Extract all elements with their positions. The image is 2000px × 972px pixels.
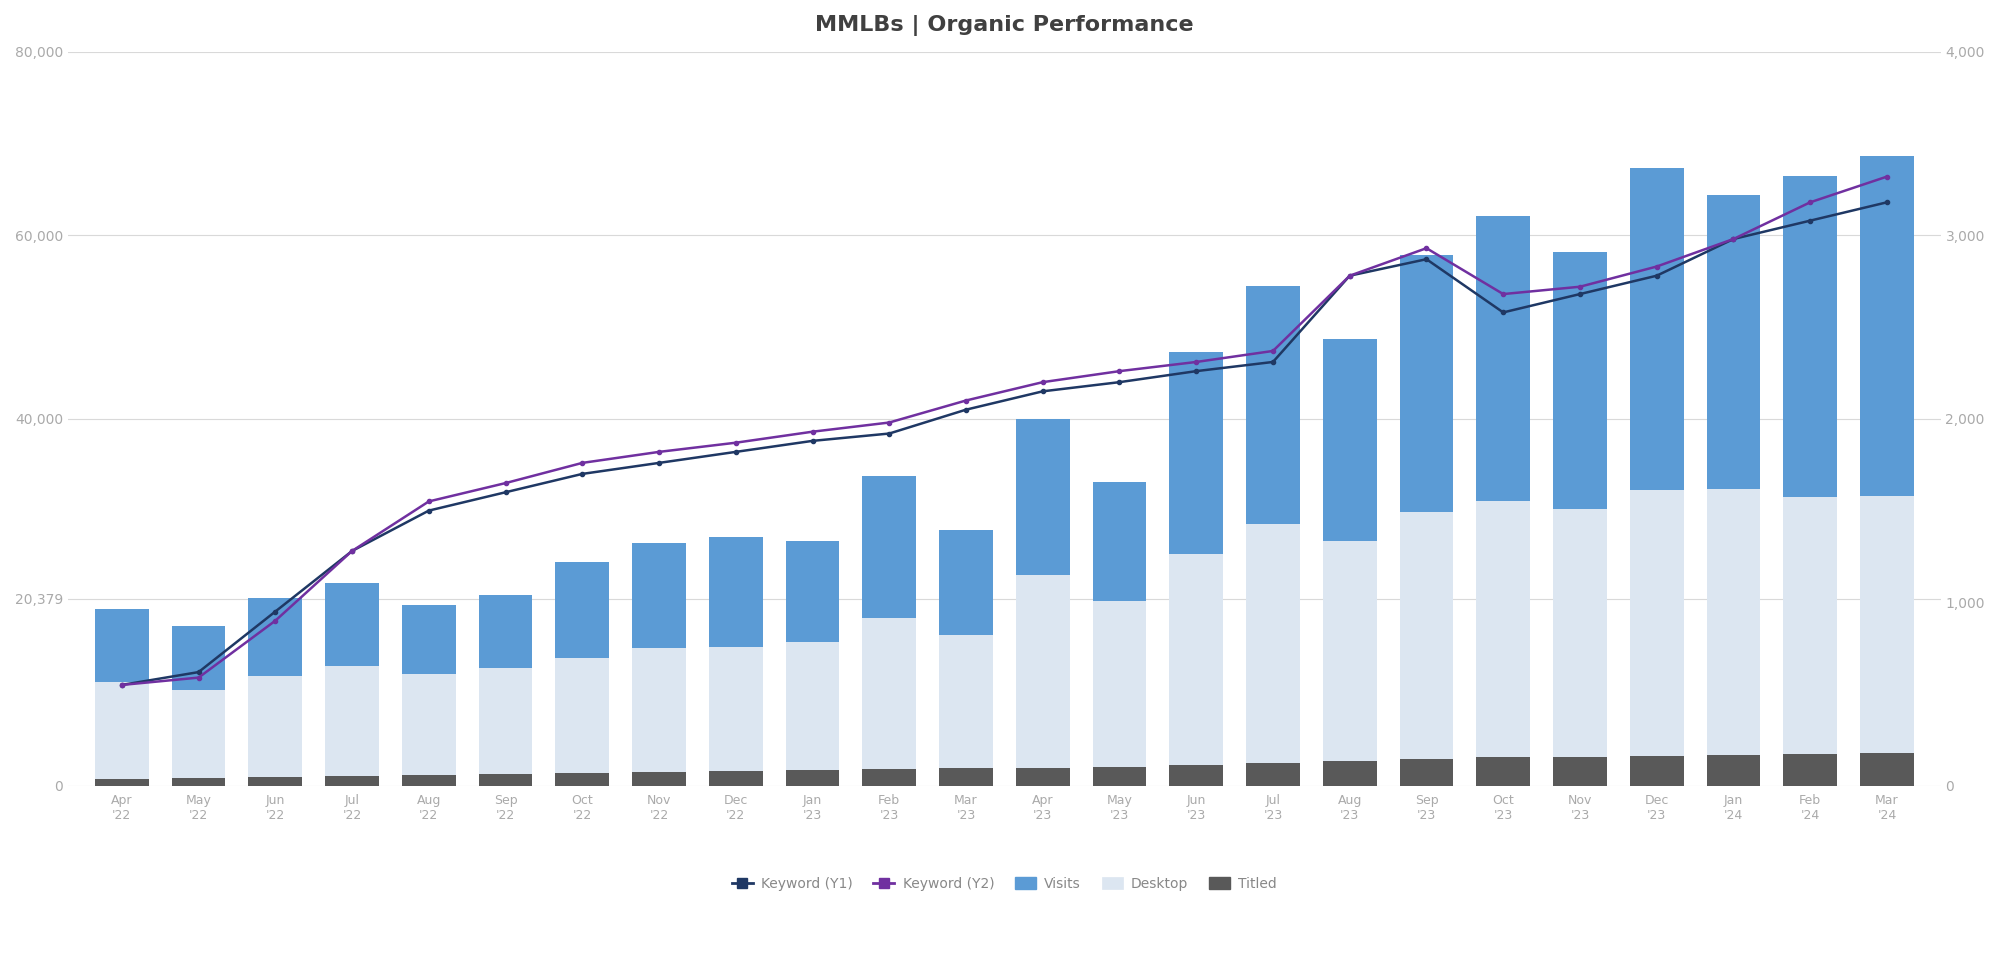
Bar <box>786 540 840 642</box>
Bar <box>1400 759 1454 786</box>
Title: MMLBs | Organic Performance: MMLBs | Organic Performance <box>816 15 1194 36</box>
Bar <box>1400 511 1454 759</box>
Bar <box>326 776 378 786</box>
Bar <box>1554 508 1606 756</box>
Bar <box>1170 352 1224 554</box>
Bar <box>1706 754 1760 786</box>
Bar <box>862 475 916 618</box>
Bar <box>632 648 686 772</box>
Bar <box>1706 489 1760 754</box>
Bar <box>1092 767 1146 786</box>
Bar <box>1016 419 1070 574</box>
Bar <box>1092 482 1146 602</box>
Bar <box>478 774 532 786</box>
Bar <box>862 770 916 786</box>
Legend: Keyword (Y1), Keyword (Y2), Visits, Desktop, Titled: Keyword (Y1), Keyword (Y2), Visits, Desk… <box>726 871 1282 896</box>
Bar <box>478 669 532 774</box>
Bar <box>1784 753 1838 786</box>
Bar <box>1246 524 1300 763</box>
Bar <box>326 666 378 776</box>
Bar <box>1630 490 1684 755</box>
Bar <box>1860 753 1914 786</box>
Bar <box>248 777 302 786</box>
Bar <box>1322 339 1376 540</box>
Bar <box>1784 497 1838 753</box>
Bar <box>1016 574 1070 768</box>
Bar <box>172 778 226 786</box>
Bar <box>1554 252 1606 508</box>
Bar <box>172 626 226 690</box>
Bar <box>172 690 226 778</box>
Bar <box>940 769 992 786</box>
Bar <box>402 775 456 786</box>
Bar <box>326 583 378 666</box>
Bar <box>1016 768 1070 786</box>
Bar <box>786 642 840 770</box>
Bar <box>1860 496 1914 753</box>
Bar <box>478 595 532 669</box>
Bar <box>402 606 456 674</box>
Bar <box>1246 763 1300 786</box>
Bar <box>556 562 610 658</box>
Bar <box>1322 540 1376 761</box>
Bar <box>1630 755 1684 786</box>
Bar <box>1170 765 1224 786</box>
Bar <box>94 682 148 779</box>
Bar <box>1706 195 1760 489</box>
Bar <box>862 618 916 770</box>
Bar <box>402 674 456 775</box>
Bar <box>632 772 686 786</box>
Bar <box>632 542 686 648</box>
Bar <box>1476 757 1530 786</box>
Bar <box>556 773 610 786</box>
Bar <box>786 770 840 786</box>
Bar <box>556 658 610 773</box>
Bar <box>1476 501 1530 757</box>
Bar <box>1784 176 1838 497</box>
Bar <box>94 779 148 786</box>
Bar <box>1092 602 1146 767</box>
Bar <box>94 608 148 682</box>
Bar <box>1630 168 1684 490</box>
Bar <box>708 647 762 771</box>
Bar <box>940 530 992 636</box>
Bar <box>1400 255 1454 511</box>
Bar <box>1322 761 1376 786</box>
Bar <box>1554 756 1606 786</box>
Bar <box>248 676 302 777</box>
Bar <box>1246 286 1300 524</box>
Bar <box>248 598 302 676</box>
Bar <box>1860 156 1914 496</box>
Bar <box>708 538 762 647</box>
Bar <box>1170 554 1224 765</box>
Bar <box>940 636 992 769</box>
Bar <box>708 771 762 786</box>
Bar <box>1476 216 1530 501</box>
